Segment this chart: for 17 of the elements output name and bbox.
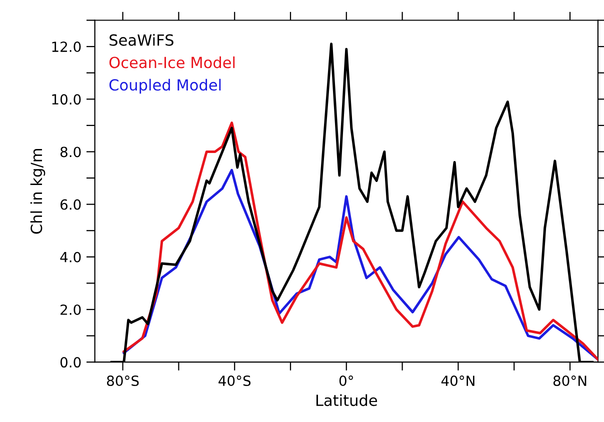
y-tick-label: 6.0 — [60, 199, 81, 210]
y-axis-title: Chl in kg/m — [30, 149, 46, 234]
legend-label: SeaWiFS — [110, 34, 174, 46]
y-tick-label: 0.0 — [60, 357, 81, 368]
x-tick-label: 40°S — [218, 376, 251, 386]
text: Ocean-Ice Model — [109, 56, 235, 68]
y-tick-label: 10.0 — [52, 94, 81, 105]
x-tick-label: 80°S — [107, 376, 139, 386]
y-tick-label: 2.0 — [60, 304, 81, 315]
x-axis-title: Latitude — [316, 394, 378, 406]
x-tick-label: 80°N — [553, 376, 586, 386]
y-tick-label: 4.0 — [60, 252, 81, 262]
x-tick-label: 40°N — [441, 376, 474, 386]
x-tick-label: 0° — [339, 376, 353, 386]
y-tick-label: 12.0 — [52, 42, 81, 52]
text: Coupled Model — [109, 78, 221, 94]
y-tick-label: 8.0 — [60, 146, 81, 158]
